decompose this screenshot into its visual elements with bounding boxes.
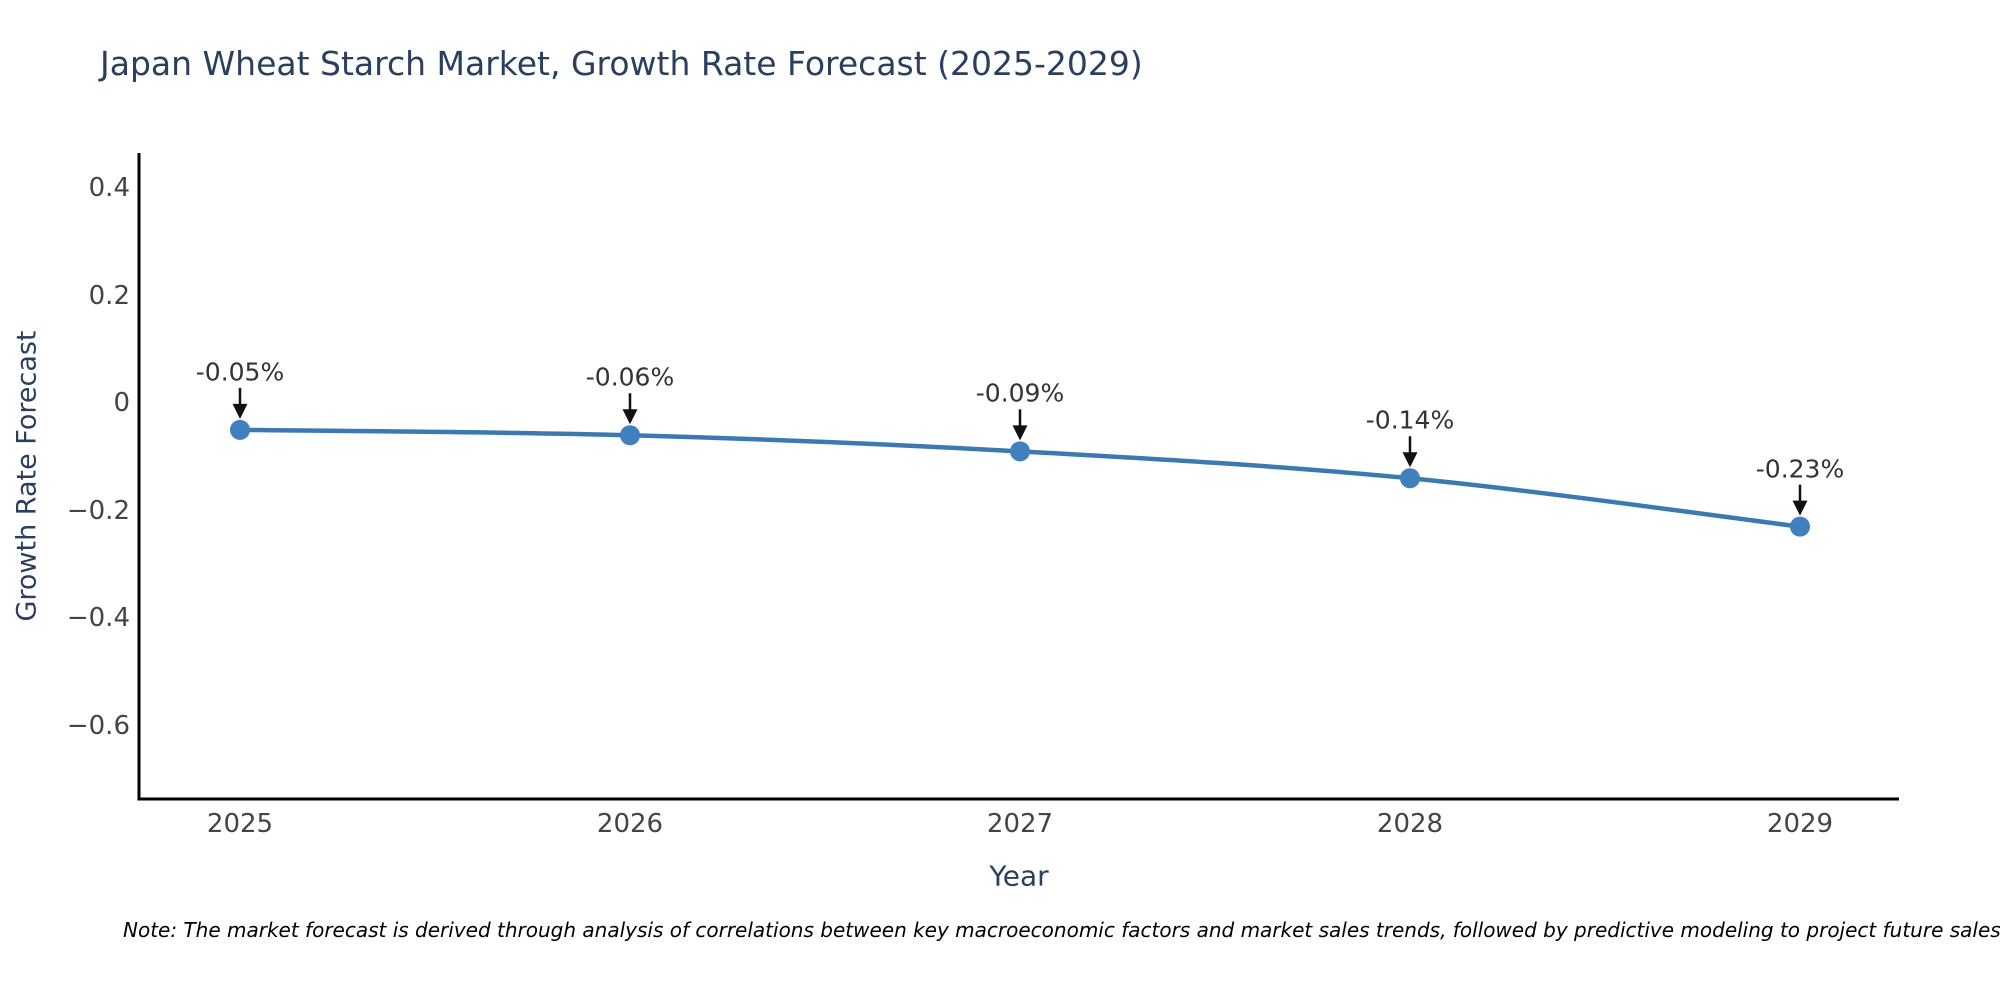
data-point-annotation: -0.05% [195, 357, 285, 387]
y-tick-label: 0.2 [88, 280, 130, 311]
data-point-marker [1400, 468, 1420, 489]
x-tick-label: 2027 [986, 809, 1054, 839]
annotation-arrow-head [232, 403, 248, 419]
y-tick-label: 0.4 [88, 173, 130, 203]
data-point-annotation: -0.23% [1755, 454, 1845, 484]
y-tick-label: −0.4 [66, 603, 130, 633]
x-tick-label: 2028 [1376, 809, 1444, 839]
annotation-arrow-head [1402, 452, 1418, 468]
data-point-marker [1010, 441, 1030, 462]
annotation-arrow-head [1012, 425, 1028, 441]
x-tick-label: 2025 [206, 809, 274, 839]
x-tick-label: 2029 [1766, 809, 1834, 839]
chart-title: Japan Wheat Starch Market, Growth Rate F… [100, 44, 1143, 83]
data-point-marker [620, 425, 640, 446]
x-axis-title: Year [989, 859, 1049, 893]
y-tick-label: 0 [113, 388, 130, 418]
annotation-arrow-head [1792, 500, 1808, 516]
data-point-annotation: -0.09% [975, 378, 1065, 408]
data-point-annotation: -0.14% [1365, 405, 1455, 435]
data-point-marker [230, 419, 250, 440]
y-tick-label: −0.6 [66, 710, 130, 741]
y-tick-label: −0.2 [66, 495, 130, 526]
x-tick-label: 2026 [596, 809, 664, 839]
data-point-marker [1790, 516, 1810, 537]
y-axis-title: Growth Rate Forecast [11, 330, 43, 622]
data-point-annotation: -0.06% [585, 362, 675, 392]
annotation-arrow-head [622, 409, 638, 425]
footnote-text: Note: The market forecast is derived thr… [123, 918, 2000, 942]
